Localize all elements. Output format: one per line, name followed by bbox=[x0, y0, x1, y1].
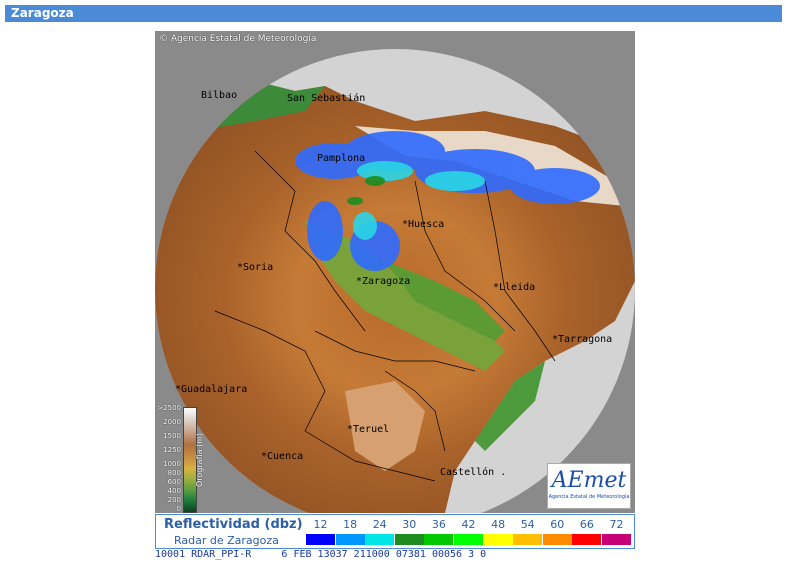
scale-value: 24 bbox=[372, 518, 387, 531]
scale-value: 66 bbox=[579, 518, 594, 531]
scale-step: 18 bbox=[335, 518, 365, 545]
city-label-huesca: *Huesca bbox=[402, 219, 445, 230]
scale-step: 12 bbox=[306, 518, 335, 545]
scale-step: 48 bbox=[483, 518, 513, 545]
scale-swatch bbox=[483, 534, 513, 545]
aemet-logo: AEmet Agencia Estatal de Meteorología bbox=[547, 463, 631, 509]
scale-value: 60 bbox=[550, 518, 565, 531]
orography-level: 800 bbox=[167, 469, 181, 477]
scale-swatch bbox=[394, 534, 424, 545]
scale-step: 66 bbox=[572, 518, 602, 545]
city-label-lleida: *Lleida bbox=[493, 282, 536, 293]
scale-value: 12 bbox=[313, 518, 328, 531]
orography-level: 600 bbox=[167, 478, 181, 486]
orography-level: 0 bbox=[176, 505, 181, 513]
scale-swatch bbox=[542, 534, 572, 545]
scale-value: 48 bbox=[491, 518, 506, 531]
scale-swatch bbox=[365, 534, 395, 545]
orography-level: 1500 bbox=[163, 432, 181, 440]
scale-step: 72 bbox=[602, 518, 631, 545]
city-label-castellon: Castellón . bbox=[440, 467, 507, 478]
scale-value: 30 bbox=[402, 518, 417, 531]
orography-level: 2000 bbox=[163, 418, 181, 426]
orography-legend: >2500 2000 1500 1250 1000 800 600 400 20… bbox=[157, 404, 207, 513]
aemet-logo-name: AEmet bbox=[551, 468, 627, 493]
city-label-san-sebastian: San Sebastián bbox=[287, 93, 366, 104]
legend-subtitle: Radar de Zaragoza bbox=[174, 534, 279, 547]
legend-title: Reflectividad (dbz) bbox=[164, 517, 303, 532]
city-label-pamplona: Pamplona bbox=[317, 153, 366, 164]
scale-step: 60 bbox=[542, 518, 572, 545]
city-label-bilbao: Bilbao bbox=[201, 90, 238, 101]
city-label-zaragoza: *Zaragoza bbox=[356, 276, 411, 287]
copyright-notice: © Agencia Estatal de Meteorología bbox=[159, 34, 316, 44]
aemet-logo-subtitle: Agencia Estatal de Meteorología bbox=[548, 494, 630, 500]
scale-swatch bbox=[335, 534, 365, 545]
scale-swatch bbox=[513, 534, 543, 545]
scale-value: 72 bbox=[609, 518, 624, 531]
city-label-tarragona: *Tarragona bbox=[552, 334, 613, 345]
radar-map: © Agencia Estatal de Meteorología Bilbao… bbox=[155, 31, 635, 513]
orography-title: Orografía (m) bbox=[195, 432, 204, 487]
orography-level: 1000 bbox=[163, 460, 181, 468]
scale-value: 54 bbox=[520, 518, 535, 531]
copyright-icon: © bbox=[159, 34, 168, 44]
orography-color-bar bbox=[183, 407, 197, 513]
orography-level: 200 bbox=[167, 496, 181, 504]
scale-swatch bbox=[424, 534, 454, 545]
city-label-teruel: *Teruel bbox=[347, 424, 390, 435]
city-label-guadalajara: *Guadalajara bbox=[175, 384, 248, 395]
copyright-text: Agencia Estatal de Meteorología bbox=[170, 34, 317, 44]
orography-level: 1250 bbox=[163, 446, 181, 454]
scale-step: 42 bbox=[454, 518, 483, 545]
scale-swatch bbox=[602, 534, 631, 545]
scale-value: 42 bbox=[461, 518, 476, 531]
scale-swatch bbox=[572, 534, 602, 545]
window-title: Zaragoza bbox=[5, 5, 782, 22]
scale-swatch bbox=[454, 534, 483, 545]
scale-step: 30 bbox=[394, 518, 424, 545]
reflectivity-scale: 12 18 24 30 36 42 48 54 60 66 72 bbox=[306, 518, 632, 546]
city-label-cuenca: *Cuenca bbox=[261, 451, 304, 462]
reflectivity-legend: Reflectividad (dbz) Radar de Zaragoza 12… bbox=[155, 514, 635, 549]
orography-level: >2500 bbox=[157, 404, 181, 412]
city-label-soria: *Soria bbox=[237, 262, 274, 273]
scale-step: 36 bbox=[424, 518, 454, 545]
terrain-map-graphic bbox=[155, 31, 635, 513]
orography-level: 400 bbox=[167, 487, 181, 495]
scale-swatch bbox=[306, 534, 335, 545]
status-bar: 10001 RDAR_PPI-R 6 FEB 13037 211000 0738… bbox=[155, 549, 635, 561]
scale-step: 54 bbox=[513, 518, 543, 545]
scale-value: 18 bbox=[343, 518, 358, 531]
scale-step: 24 bbox=[365, 518, 395, 545]
scale-value: 36 bbox=[431, 518, 446, 531]
